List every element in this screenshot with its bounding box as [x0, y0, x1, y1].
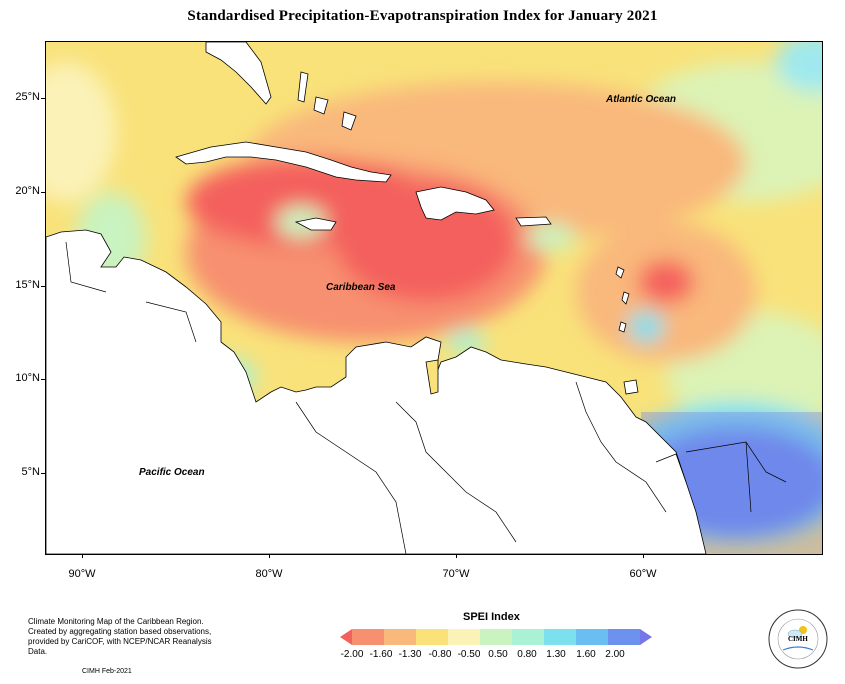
label-caribbean-sea: Caribbean Sea [326, 282, 396, 293]
legend-color-cell [576, 629, 609, 645]
land-masses [46, 42, 707, 554]
legend-tick: -0.50 [457, 649, 481, 660]
map-title: Standardised Precipitation-Evapotranspir… [187, 8, 658, 24]
lat-label-25n: 25°N [15, 91, 40, 103]
lon-label-70w: 70°W [442, 568, 470, 580]
lat-label-15n: 15°N [15, 279, 40, 291]
cloud-icon [787, 629, 803, 639]
legend-color-cell [416, 629, 449, 645]
legend-title: SPEI Index [463, 611, 520, 623]
legend-color-cell [448, 629, 481, 645]
legend-tick: 1.30 [546, 649, 566, 660]
cimh-logo [768, 609, 828, 669]
legend-tick: 0.80 [517, 649, 537, 660]
legend-tick: 2.00 [605, 649, 625, 660]
legend-tick: -2.00 [340, 649, 364, 660]
legend-color-cell [352, 629, 385, 645]
lat-tick [41, 473, 45, 474]
legend-tick: 0.50 [488, 649, 508, 660]
lon-label-80w: 80°W [255, 568, 283, 580]
legend-tick-labels: -2.00 -1.60 -1.30 -0.80 -0.50 0.50 0.80 … [341, 649, 642, 663]
lon-label-60w: 60°W [629, 568, 657, 580]
legend-tick: -1.60 [369, 649, 393, 660]
logo-text: CIMH [788, 635, 808, 643]
lat-tick [41, 98, 45, 99]
label-atlantic-ocean: Atlantic Ocean [606, 94, 677, 105]
legend-color-cell [384, 629, 417, 645]
legend-color-cell [512, 629, 545, 645]
legend-color-cell [480, 629, 513, 645]
legend-tick: -0.80 [428, 649, 452, 660]
lon-tick [643, 554, 644, 558]
lon-tick [269, 554, 270, 558]
credit-line: Created by aggregating station based obs… [28, 627, 212, 636]
credit-line: Climate Monitoring Map of the Caribbean … [28, 617, 204, 626]
legend-arrow-left [340, 629, 352, 645]
legend-color-bar [340, 629, 652, 645]
legend-tick: -1.30 [398, 649, 422, 660]
lat-label-10n: 10°N [15, 372, 40, 384]
map-canvas [46, 42, 822, 554]
legend-color-cell [608, 629, 641, 645]
lon-label-90w: 90°W [68, 568, 96, 580]
credit-line: provided by CariCOF, with NCEP/NCAR Rean… [28, 637, 212, 656]
label-pacific-ocean: Pacific Ocean [139, 467, 205, 478]
lat-label-20n: 20°N [15, 185, 40, 197]
lat-tick [41, 379, 45, 380]
lat-label-5n: 5°N [21, 466, 40, 478]
spei-map: Atlantic Ocean Caribbean Sea Pacific Oce… [45, 41, 823, 555]
lat-tick [41, 286, 45, 287]
legend-arrow-right [640, 629, 652, 645]
lon-tick [456, 554, 457, 558]
credit-text: Climate Monitoring Map of the Caribbean … [28, 617, 228, 657]
lat-tick [41, 192, 45, 193]
legend-tick: 1.60 [576, 649, 596, 660]
credit-date: CIMH Feb-2021 [82, 668, 132, 675]
legend-color-cell [544, 629, 577, 645]
lon-tick [82, 554, 83, 558]
